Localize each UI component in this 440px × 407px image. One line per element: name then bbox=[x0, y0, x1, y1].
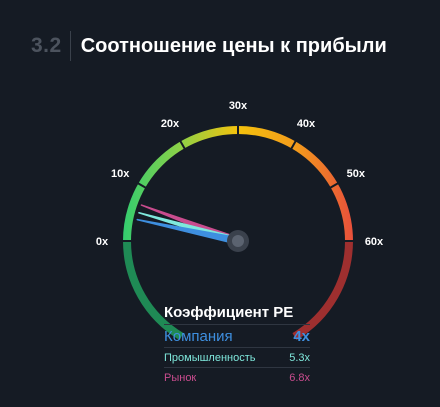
legend-industry-value: 5.3x bbox=[289, 351, 310, 364]
gauge-tick-label-10: 10x bbox=[111, 168, 130, 180]
gauge-tick-label-50: 50x bbox=[347, 168, 366, 180]
section-title: Соотношение цены к прибыли bbox=[80, 34, 387, 57]
gauge-tick-label-20: 20x bbox=[161, 118, 180, 130]
gauge-tick-50 bbox=[328, 181, 340, 190]
gauge-tick-label-30: 30x bbox=[229, 100, 248, 112]
gauge-tick-20 bbox=[178, 139, 187, 151]
gauge-tick-40 bbox=[289, 139, 298, 151]
gauge-tick-10 bbox=[136, 181, 148, 190]
pe-legend: Коэффициент PE Компания 4x Промышленност… bbox=[164, 304, 310, 387]
legend-industry-name: Промышленность bbox=[164, 351, 256, 364]
section-header: 3.2 Соотношение цены к прибыли bbox=[31, 30, 387, 62]
gauge-arc-low-right bbox=[292, 240, 353, 340]
legend-row-industry: Промышленность 5.3x bbox=[164, 347, 310, 367]
header-divider bbox=[69, 31, 71, 61]
gauge-hub-inner bbox=[232, 235, 244, 247]
legend-row-company: Компания 4x bbox=[164, 324, 310, 347]
legend-company-name: Компания bbox=[164, 327, 233, 345]
legend-market-name: Рынок bbox=[164, 371, 197, 384]
gauge-arc-low-left bbox=[123, 240, 184, 340]
gauge-tick-label-60: 60x bbox=[365, 236, 384, 248]
legend-row-market: Рынок 6.8x bbox=[164, 367, 310, 387]
legend-market-value: 6.8x bbox=[289, 371, 310, 384]
gauge-tick-label-0: 0x bbox=[96, 236, 109, 248]
legend-title: Коэффициент PE bbox=[164, 304, 294, 321]
legend-company-value: 4x bbox=[293, 327, 310, 345]
gauge-tick-label-40: 40x bbox=[297, 118, 316, 130]
section-number: 3.2 bbox=[31, 34, 62, 57]
